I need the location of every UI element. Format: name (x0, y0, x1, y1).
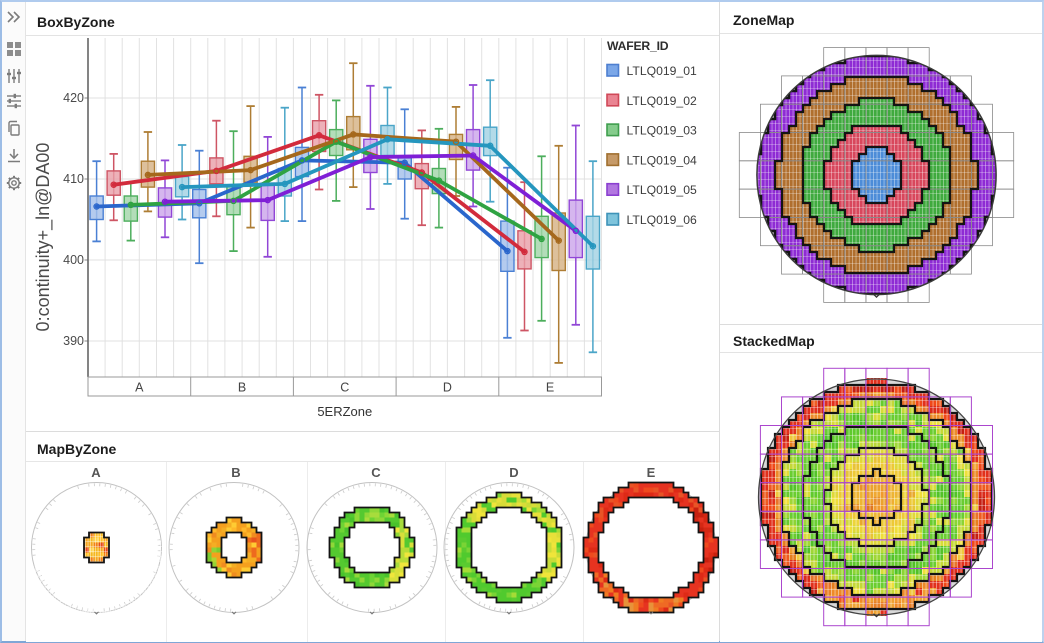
svg-text:LTLQ019_02: LTLQ019_02 (627, 94, 697, 108)
svg-text:LTLQ019_04: LTLQ019_04 (627, 153, 697, 167)
svg-text:B: B (238, 381, 246, 395)
svg-text:400: 400 (63, 253, 84, 267)
svg-text:WAFER_ID: WAFER_ID (607, 39, 669, 53)
svg-text:D: D (443, 381, 452, 395)
svg-text:C: C (340, 381, 349, 395)
svg-text:E: E (546, 381, 554, 395)
svg-text:420: 420 (63, 91, 84, 105)
svg-text:A: A (135, 381, 144, 395)
svg-text:LTLQ019_01: LTLQ019_01 (627, 64, 697, 78)
svg-text:390: 390 (63, 334, 84, 348)
svg-text:LTLQ019_06: LTLQ019_06 (627, 213, 697, 227)
svg-text:5ERZone: 5ERZone (317, 404, 372, 419)
svg-text:LTLQ019_05: LTLQ019_05 (627, 183, 697, 197)
svg-text:0:continuity+_ln@DA00: 0:continuity+_ln@DA00 (33, 143, 54, 332)
svg-text:LTLQ019_03: LTLQ019_03 (627, 124, 697, 138)
svg-text:410: 410 (63, 172, 84, 186)
